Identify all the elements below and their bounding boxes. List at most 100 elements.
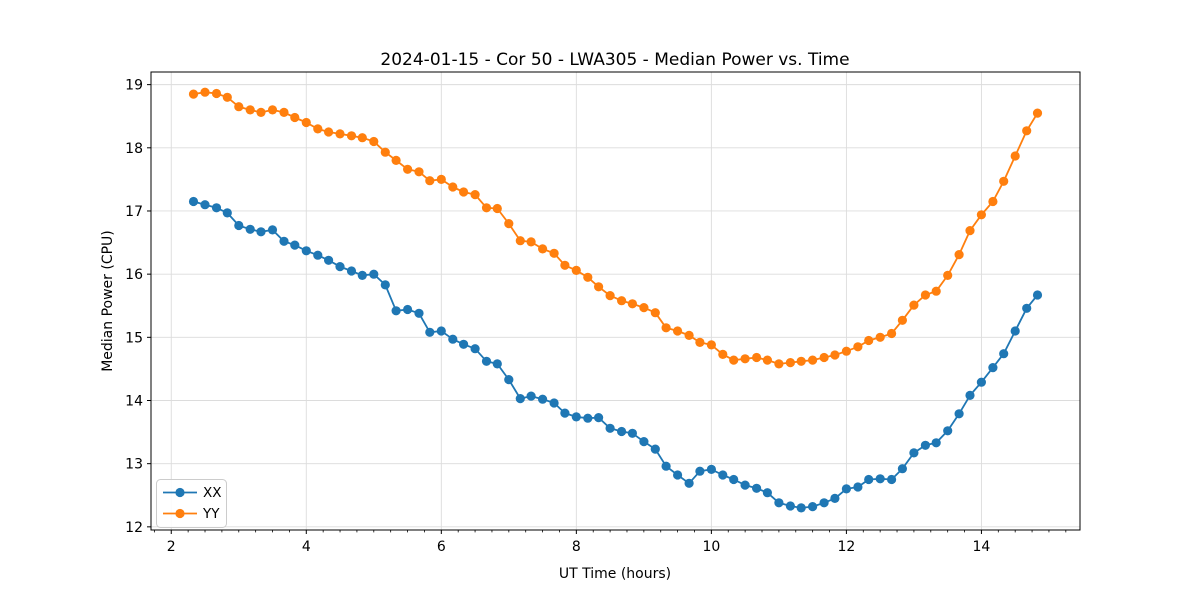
data-point bbox=[245, 224, 255, 234]
data-point bbox=[808, 355, 818, 365]
data-point bbox=[605, 291, 615, 301]
data-point bbox=[808, 502, 818, 512]
data-point bbox=[909, 448, 919, 458]
data-point bbox=[729, 355, 739, 365]
data-point bbox=[718, 470, 728, 480]
data-point bbox=[999, 349, 1009, 359]
data-point bbox=[864, 474, 874, 485]
data-point bbox=[954, 409, 964, 419]
data-point bbox=[313, 124, 323, 134]
data-point bbox=[819, 498, 829, 508]
data-point bbox=[290, 112, 300, 123]
y-tick-label: 17 bbox=[125, 204, 143, 220]
data-point bbox=[481, 203, 492, 213]
data-point bbox=[605, 423, 615, 433]
data-point bbox=[357, 133, 367, 143]
data-point bbox=[188, 196, 199, 207]
data-point bbox=[988, 196, 998, 207]
data-point bbox=[459, 339, 469, 349]
data-point bbox=[673, 470, 683, 480]
data-point bbox=[403, 164, 413, 174]
chart-title: 2024-01-15 - Cor 50 - LWA305 - Median Po… bbox=[380, 50, 849, 70]
data-point bbox=[391, 155, 401, 165]
legend-label-xx: XX bbox=[203, 485, 222, 501]
data-point bbox=[774, 359, 784, 369]
data-point bbox=[571, 265, 581, 275]
grid-layer bbox=[151, 72, 1080, 530]
y-axis-label: Median Power (CPU) bbox=[100, 230, 116, 372]
data-point bbox=[538, 244, 548, 254]
data-point bbox=[290, 240, 300, 250]
data-point bbox=[211, 88, 222, 99]
data-point bbox=[673, 326, 683, 336]
data-point bbox=[762, 355, 773, 365]
plot-border bbox=[150, 71, 1081, 531]
data-point bbox=[357, 270, 367, 280]
data-point bbox=[538, 394, 548, 404]
x-tick-label: 4 bbox=[302, 539, 311, 555]
y-tick-label: 13 bbox=[125, 457, 143, 473]
data-point bbox=[470, 190, 480, 200]
data-point bbox=[571, 412, 581, 422]
y-tick-label: 19 bbox=[125, 78, 143, 94]
data-point bbox=[515, 394, 525, 404]
data-point bbox=[380, 147, 390, 157]
data-point bbox=[380, 280, 390, 290]
data-point bbox=[279, 236, 289, 246]
data-point bbox=[526, 237, 536, 247]
data-point bbox=[627, 299, 638, 309]
series-yy-line bbox=[193, 91, 1039, 365]
data-point bbox=[909, 300, 919, 310]
series-xx-line bbox=[193, 200, 1039, 509]
data-point bbox=[841, 484, 852, 494]
data-point bbox=[425, 327, 435, 337]
data-point bbox=[1010, 151, 1020, 161]
data-point bbox=[436, 174, 446, 184]
data-point bbox=[853, 482, 863, 492]
data-point bbox=[492, 203, 502, 214]
x-tick-label: 14 bbox=[973, 539, 991, 555]
data-point bbox=[954, 250, 964, 260]
data-point bbox=[695, 337, 705, 347]
data-point bbox=[436, 326, 446, 336]
data-point bbox=[200, 200, 210, 210]
data-point bbox=[729, 474, 739, 485]
data-point bbox=[324, 127, 334, 137]
data-point bbox=[515, 236, 525, 246]
data-point bbox=[583, 272, 593, 282]
data-point bbox=[594, 413, 604, 423]
tick-layer: 2 4 6 8 10 12 14 12 13 14 15 16 17 18 19 bbox=[125, 78, 1067, 555]
data-point bbox=[256, 107, 266, 117]
data-point bbox=[718, 349, 728, 359]
data-point bbox=[853, 342, 863, 352]
data-point bbox=[639, 303, 649, 313]
y-tick-label: 12 bbox=[125, 520, 143, 536]
data-point bbox=[706, 340, 717, 350]
data-point bbox=[774, 498, 784, 508]
data-point bbox=[661, 323, 671, 333]
data-point bbox=[943, 426, 953, 436]
data-point bbox=[965, 390, 975, 400]
data-point bbox=[346, 266, 357, 276]
data-point bbox=[504, 219, 514, 229]
data-point bbox=[369, 269, 379, 279]
legend-box bbox=[156, 479, 227, 528]
data-point bbox=[897, 464, 908, 474]
legend-label-yy: YY bbox=[202, 506, 220, 522]
data-point bbox=[222, 92, 232, 102]
data-point bbox=[313, 250, 323, 260]
data-point bbox=[481, 356, 492, 366]
legend-marker-yy bbox=[175, 508, 185, 519]
data-point bbox=[222, 208, 232, 218]
data-point bbox=[335, 129, 345, 139]
data-point bbox=[650, 444, 660, 454]
data-point bbox=[267, 105, 278, 115]
data-point bbox=[841, 346, 852, 356]
x-tick-label: 2 bbox=[167, 539, 176, 555]
legend-item-yy: YY bbox=[163, 506, 220, 522]
data-point bbox=[267, 225, 278, 235]
data-point bbox=[594, 282, 604, 292]
data-point bbox=[650, 308, 660, 318]
